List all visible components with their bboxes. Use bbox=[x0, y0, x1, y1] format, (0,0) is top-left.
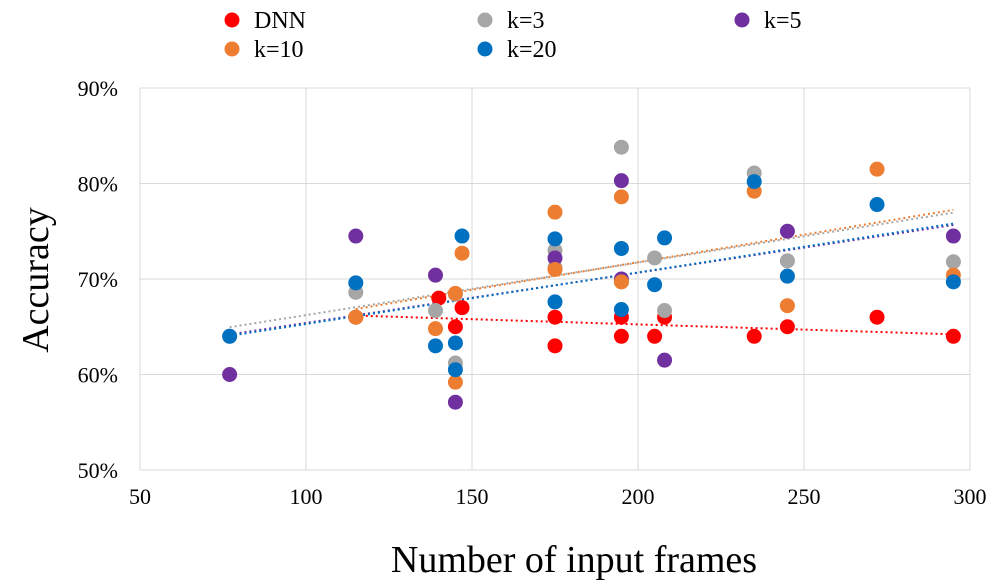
y-tick-label: 60% bbox=[78, 363, 118, 388]
tick-label-layer: 50 100 150 200 250 300 50% 60% 70% 80% 90% bbox=[78, 76, 987, 509]
data-point-k3 bbox=[945, 254, 961, 270]
data-point-k20 bbox=[657, 230, 673, 246]
data-point-dnn bbox=[454, 300, 470, 316]
trendline-k3 bbox=[229, 211, 954, 329]
data-point-k5 bbox=[779, 223, 795, 239]
data-point-k10 bbox=[779, 298, 795, 314]
legend-marker-k5 bbox=[734, 12, 750, 28]
legend-marker-dnn bbox=[224, 12, 240, 28]
data-point-k20 bbox=[647, 277, 663, 293]
data-point-k20 bbox=[454, 228, 470, 244]
data-point-k3 bbox=[657, 303, 673, 319]
data-point-k10 bbox=[547, 261, 563, 277]
x-tick-label: 200 bbox=[622, 484, 655, 509]
data-point-dnn bbox=[447, 319, 463, 335]
x-tick-label: 100 bbox=[290, 484, 323, 509]
data-point-k20 bbox=[547, 294, 563, 310]
data-point-k20 bbox=[945, 274, 961, 290]
data-point-k5 bbox=[657, 352, 673, 368]
data-point-k10 bbox=[447, 374, 463, 390]
data-point-k3 bbox=[427, 303, 443, 319]
data-point-k5 bbox=[427, 267, 443, 283]
data-point-k5 bbox=[222, 367, 238, 382]
y-tick-label: 70% bbox=[78, 267, 118, 292]
data-point-k20 bbox=[447, 335, 463, 351]
data-point-k5 bbox=[547, 250, 563, 266]
data-point-k3 bbox=[779, 253, 795, 269]
data-point-k20 bbox=[427, 338, 443, 354]
x-tick-label: 150 bbox=[456, 484, 489, 509]
data-point-k20 bbox=[222, 328, 238, 344]
legend-marker-k20 bbox=[477, 41, 493, 57]
data-point-dnn bbox=[431, 290, 447, 306]
data-point-k3 bbox=[613, 139, 629, 155]
trendline-layer bbox=[229, 208, 954, 337]
data-point-k20 bbox=[746, 174, 762, 190]
legend-marker-k10 bbox=[224, 41, 240, 57]
legend-marker-k3 bbox=[477, 12, 493, 28]
y-tick-label: 50% bbox=[78, 458, 118, 483]
data-point-k5 bbox=[613, 173, 629, 189]
data-point-dnn bbox=[945, 328, 961, 344]
data-point-k20 bbox=[348, 275, 364, 291]
data-point-k20 bbox=[447, 362, 463, 378]
y-axis-title: Accuracy bbox=[15, 207, 57, 353]
data-point-dnn bbox=[779, 319, 795, 335]
data-point-k10 bbox=[547, 204, 563, 220]
data-point-k20 bbox=[869, 197, 885, 213]
data-point-k5 bbox=[348, 228, 364, 244]
data-point-k5 bbox=[945, 228, 961, 244]
grid-layer bbox=[139, 87, 971, 471]
legend-label-k5: k=5 bbox=[764, 8, 802, 34]
data-point-dnn bbox=[547, 338, 563, 354]
x-tick-label: 300 bbox=[954, 484, 987, 509]
data-point-k20 bbox=[779, 268, 795, 284]
data-point-k10 bbox=[447, 285, 463, 301]
y-tick-label: 80% bbox=[78, 172, 118, 197]
data-point-k10 bbox=[454, 245, 470, 261]
data-point-dnn bbox=[869, 309, 885, 325]
data-point-dnn bbox=[613, 328, 629, 344]
data-point-k20 bbox=[547, 231, 563, 247]
x-tick-label: 50 bbox=[129, 484, 151, 509]
y-tick-label: 90% bbox=[78, 76, 118, 101]
legend: DNN k=3 k=5 k=10 k=20 bbox=[224, 8, 802, 63]
legend-label-k10: k=10 bbox=[254, 37, 304, 63]
data-point-k20 bbox=[613, 240, 629, 256]
trendline-k20 bbox=[229, 222, 954, 337]
data-point-k10 bbox=[348, 309, 364, 325]
data-point-dnn bbox=[547, 309, 563, 325]
legend-label-dnn: DNN bbox=[254, 8, 306, 34]
legend-label-k3: k=3 bbox=[507, 8, 545, 34]
x-axis-title: Number of input frames bbox=[391, 539, 757, 581]
legend-label-k20: k=20 bbox=[507, 37, 557, 63]
data-point-k5 bbox=[447, 394, 463, 410]
data-point-layer bbox=[222, 139, 961, 410]
x-tick-label: 250 bbox=[788, 484, 821, 509]
data-point-dnn bbox=[746, 328, 762, 344]
data-point-k10 bbox=[869, 161, 885, 177]
data-point-k10 bbox=[613, 274, 629, 290]
data-point-dnn bbox=[647, 328, 663, 344]
data-point-k3 bbox=[647, 250, 663, 266]
data-point-k10 bbox=[427, 321, 443, 337]
data-point-k20 bbox=[613, 302, 629, 318]
data-point-k10 bbox=[613, 189, 629, 205]
